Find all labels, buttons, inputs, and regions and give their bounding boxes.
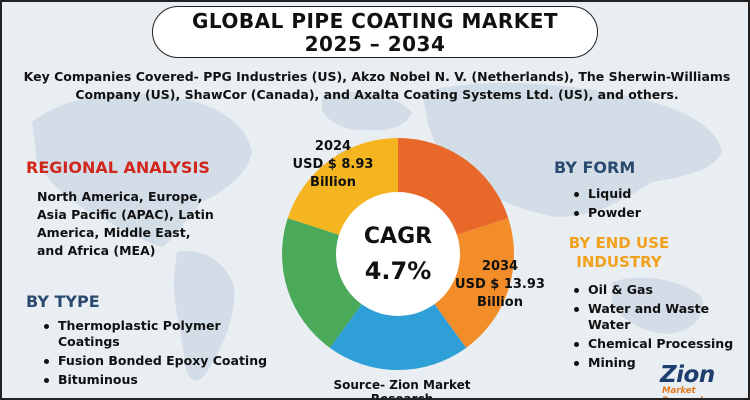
regional-line: America, Middle East, (37, 225, 191, 240)
by-end-use-list: Oil & Gas Water and Waste Water Chemical… (568, 282, 748, 374)
end-use-item: Water and Waste (568, 301, 748, 317)
title-line-1: GLOBAL PIPE COATING MARKET (191, 9, 559, 33)
zion-logo: Zion Market Research (660, 362, 740, 398)
market-value-2024: 2024 USD $ 8.93 Billion (283, 138, 383, 192)
by-type-item: Thermoplastic Polymer (38, 318, 298, 334)
end-use-item: Mining (568, 355, 748, 371)
regional-analysis-text: North America, Europe, Asia Pacific (APA… (37, 188, 237, 260)
cagr-donut-chart (282, 138, 514, 370)
regional-analysis-heading: REGIONAL ANALYSIS (26, 158, 210, 177)
source-note: Source- Zion Market Research (333, 378, 471, 400)
by-form-item: Liquid (568, 186, 728, 202)
by-type-list: Thermoplastic Polymer Coatings Fusion Bo… (38, 318, 298, 391)
by-type-item: Fusion Bonded Epoxy Coating (38, 353, 298, 369)
end-use-item-cont: Water (588, 317, 631, 332)
regional-line: North America, Europe, (37, 189, 203, 204)
cagr-label: CAGR (363, 224, 433, 249)
title-line-2: 2025 – 2034 (304, 32, 446, 56)
donut-center (336, 192, 460, 316)
unit-2024: Billion (310, 175, 356, 190)
amount-2024: USD $ 8.93 (292, 157, 374, 172)
by-end-use-heading: BY END USE INDUSTRY (554, 234, 684, 272)
logo-name: Zion (660, 362, 715, 388)
logo-subtitle: Market Research (662, 386, 706, 398)
by-end-use-heading-line-1: BY END USE (568, 234, 670, 252)
end-use-item: Oil & Gas (568, 282, 748, 298)
by-form-list: Liquid Powder (568, 186, 728, 224)
title-pill: GLOBAL PIPE COATING MARKET 2025 – 2034 (152, 6, 598, 58)
by-form-heading: BY FORM (554, 158, 636, 177)
regional-line: and Africa (MEA) (37, 243, 156, 258)
unit-2034: Billion (477, 295, 523, 310)
cagr-value: 4.7% (364, 257, 432, 285)
amount-2034: USD $ 13.93 (455, 277, 545, 292)
end-use-item: Chemical Processing (568, 336, 748, 352)
by-type-item: Bituminous (38, 372, 298, 388)
by-end-use-heading-line-2: INDUSTRY (576, 253, 662, 271)
by-type-item-cont: Coatings (58, 334, 120, 349)
market-value-2034: 2034 USD $ 13.93 Billion (444, 258, 556, 312)
year-2024: 2024 (314, 139, 352, 154)
key-companies: Key Companies Covered- PPG Industries (U… (22, 68, 732, 104)
by-type-heading: BY TYPE (26, 292, 100, 311)
key-companies-line-1: Key Companies Covered- PPG Industries (U… (23, 69, 731, 84)
by-form-item: Powder (568, 205, 728, 221)
key-companies-line-2: Company (US), ShawCor (Canada), and Axal… (75, 87, 679, 102)
year-2034: 2034 (481, 259, 519, 274)
regional-line: Asia Pacific (APAC), Latin (37, 207, 214, 222)
